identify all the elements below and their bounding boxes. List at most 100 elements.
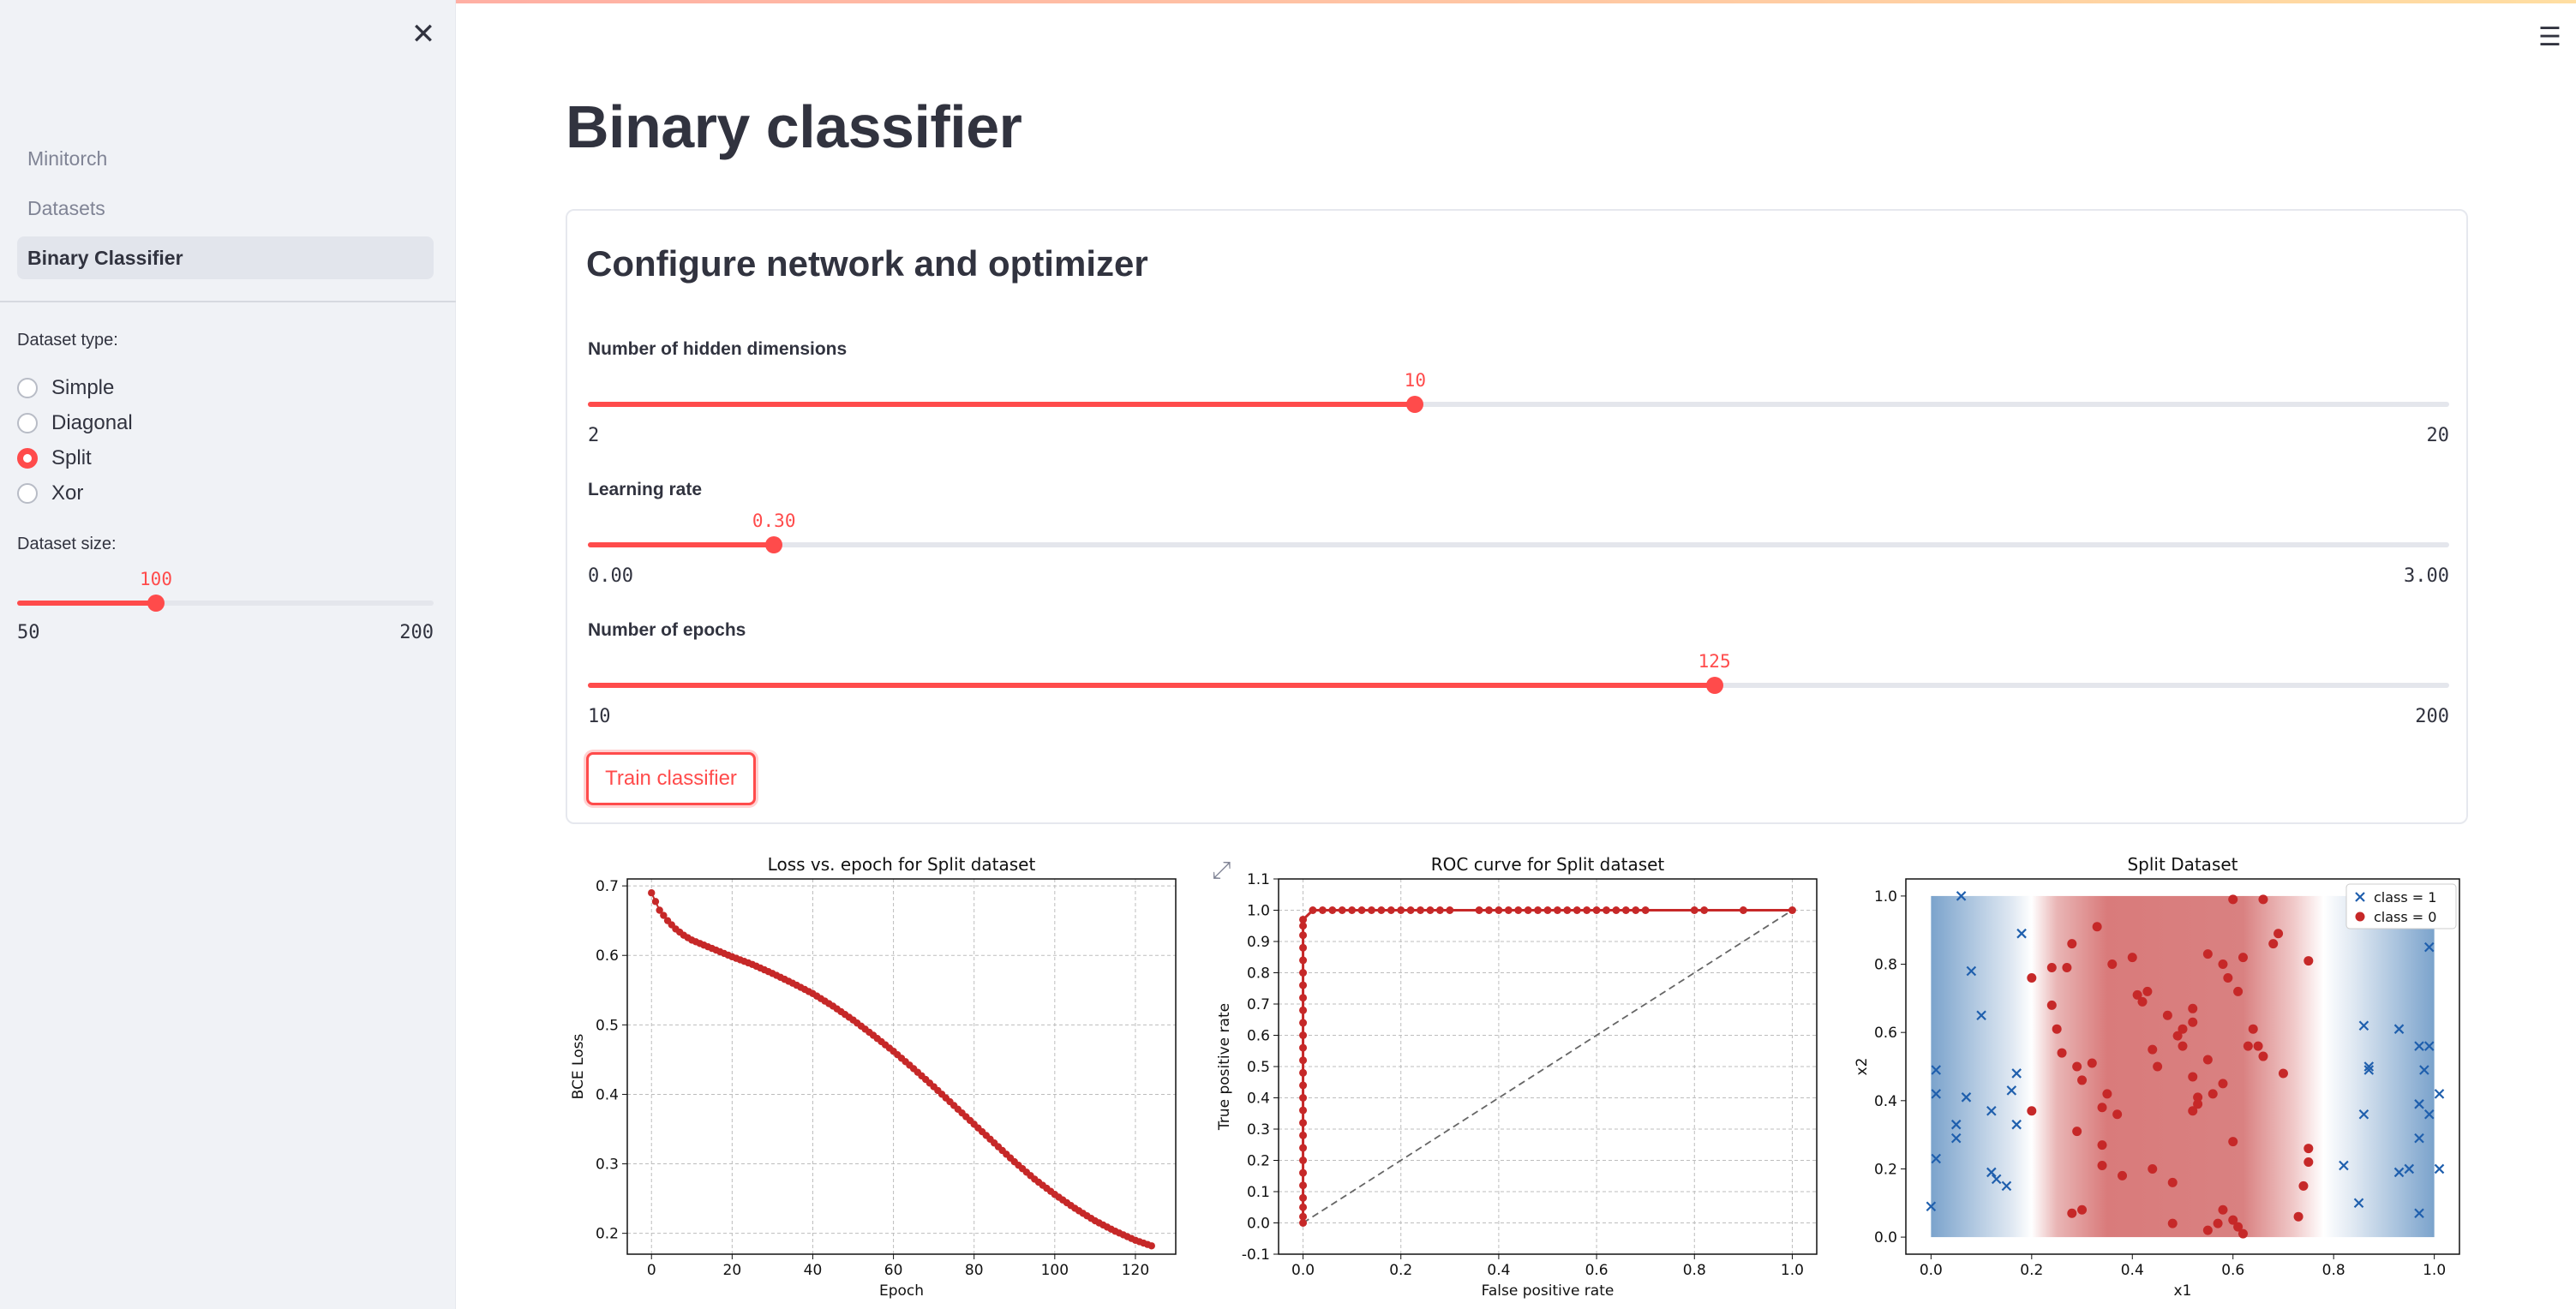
slider-value: 125 — [1698, 651, 1731, 672]
legend-class0-marker — [2355, 912, 2365, 922]
class0-point — [2248, 1024, 2258, 1034]
radio-circle[interactable] — [17, 482, 38, 504]
hidden-dims-slider[interactable]: 10 2 20 — [588, 368, 2450, 446]
radio-diagonal[interactable]: Diagonal — [17, 405, 133, 440]
loss-point — [648, 889, 656, 897]
class0-point — [2243, 1041, 2253, 1051]
y-tick-label: 0.5 — [1247, 1059, 1270, 1076]
config-panel — [566, 209, 2468, 824]
class1-point — [2414, 1208, 2424, 1218]
sidebar-item-binary-classifier[interactable]: Binary Classifier — [17, 236, 434, 279]
class1-point — [2339, 1160, 2349, 1171]
roc-point — [1299, 922, 1308, 930]
radio-simple[interactable]: Simple — [17, 370, 133, 405]
class0-point — [2118, 1170, 2128, 1180]
plot-frame — [1905, 878, 2460, 1255]
roc-point — [1367, 906, 1375, 914]
slider-thumb[interactable] — [1705, 677, 1723, 694]
epochs-slider[interactable]: 125 10 200 — [588, 649, 2449, 727]
x-tick-label: 0.4 — [1487, 1262, 1510, 1279]
y-tick-label: -0.1 — [1242, 1246, 1270, 1264]
roc-point — [1299, 1157, 1308, 1164]
legend-class0-label: class = 0 — [2374, 909, 2436, 925]
class0-point — [2303, 1144, 2314, 1154]
radio-circle-checked[interactable] — [17, 447, 38, 469]
class1-point — [2423, 1041, 2435, 1051]
roc-point — [1299, 1094, 1308, 1102]
roc-point — [1641, 906, 1650, 914]
class0-point — [2188, 1003, 2198, 1013]
y-tick-label: 0.9 — [1247, 934, 1270, 951]
roc-point — [1299, 1006, 1308, 1014]
class1-point — [2414, 1041, 2424, 1051]
roc-point — [1387, 906, 1395, 914]
hidden-dims-label: Number of hidden dimensions — [588, 339, 848, 359]
expand-fullscreen-icon[interactable]: ⤢ — [1212, 857, 1231, 883]
sidebar-item-minitorch[interactable]: Minitorch — [27, 146, 108, 170]
class0-point — [2193, 1092, 2203, 1103]
x-axis-label: Epoch — [879, 1282, 924, 1300]
learning-rate-slider[interactable]: 0.30 0.00 3.00 — [588, 509, 2449, 587]
slider-max: 20 — [2426, 425, 2450, 446]
roc-point — [1299, 1219, 1308, 1227]
roc-point — [1299, 915, 1308, 923]
radio-circle[interactable] — [17, 377, 38, 398]
y-tick-label: 0.0 — [1874, 1229, 1897, 1246]
dataset-size-slider[interactable]: 100 50 200 — [17, 565, 434, 643]
class0-point — [2097, 1140, 2107, 1151]
class0-point — [2258, 894, 2268, 905]
slider-track[interactable] — [17, 601, 434, 606]
sidebar-item-datasets[interactable]: Datasets — [27, 196, 105, 219]
y-tick-label: 0.6 — [1874, 1025, 1897, 1042]
x-tick-label: 0.4 — [2121, 1262, 2144, 1279]
class1-point — [2419, 1065, 2429, 1075]
roc-point — [1299, 1043, 1308, 1052]
radio-label: Split — [51, 445, 92, 469]
slider-min: 2 — [588, 425, 600, 446]
chart-title: Split Dataset — [2127, 854, 2238, 875]
y-axis-label: BCE Loss — [570, 1034, 587, 1100]
slider-max: 200 — [399, 622, 434, 643]
roc-point — [1299, 1081, 1308, 1090]
slider-thumb[interactable] — [765, 536, 783, 553]
radio-label: Simple — [51, 375, 115, 399]
slider-track[interactable] — [588, 402, 2449, 407]
class1-point — [1931, 1089, 1942, 1099]
roc-point — [1534, 906, 1543, 914]
y-tick-label: 0.7 — [596, 878, 619, 895]
radio-xor[interactable]: Xor — [17, 475, 133, 511]
x-tick-label: 40 — [804, 1262, 823, 1279]
radio-circle[interactable] — [17, 412, 38, 433]
class0-point — [2213, 1218, 2223, 1228]
slider-thumb[interactable] — [1406, 396, 1424, 413]
class1-point — [2358, 1109, 2369, 1120]
roc-point — [1299, 1019, 1308, 1027]
slider-track[interactable] — [588, 542, 2449, 547]
class0-point — [2273, 929, 2284, 939]
x-tick-label: 0.2 — [2020, 1262, 2043, 1279]
slider-thumb[interactable] — [147, 595, 165, 612]
class1-point — [1931, 1065, 1942, 1075]
radio-split[interactable]: Split — [17, 440, 133, 475]
y-tick-label: 0.4 — [596, 1086, 619, 1103]
main-menu-icon[interactable]: ☰ — [2538, 23, 2561, 51]
class1-point — [2353, 1198, 2364, 1209]
x-tick-label: 120 — [1122, 1262, 1149, 1279]
class1-point — [2434, 1163, 2445, 1175]
roc-point — [1299, 1144, 1308, 1152]
loss-point — [651, 898, 660, 906]
x-tick-label: 0.0 — [1920, 1262, 1943, 1279]
close-sidebar-icon[interactable]: ✕ — [410, 18, 436, 51]
class1-point — [1986, 1105, 1997, 1116]
dataset-size-label: Dataset size: — [17, 535, 117, 553]
x-tick-label: 0.8 — [2322, 1262, 2345, 1279]
sidebar-divider — [0, 301, 456, 302]
roc-point — [1788, 906, 1796, 914]
train-classifier-button[interactable]: Train classifier — [586, 752, 756, 805]
class0-point — [2077, 1204, 2088, 1215]
class0-point — [2142, 986, 2153, 996]
slider-min: 10 — [588, 706, 611, 727]
class0-point — [2072, 1127, 2082, 1137]
class0-point — [2057, 1048, 2067, 1058]
class0-point — [2127, 953, 2137, 963]
